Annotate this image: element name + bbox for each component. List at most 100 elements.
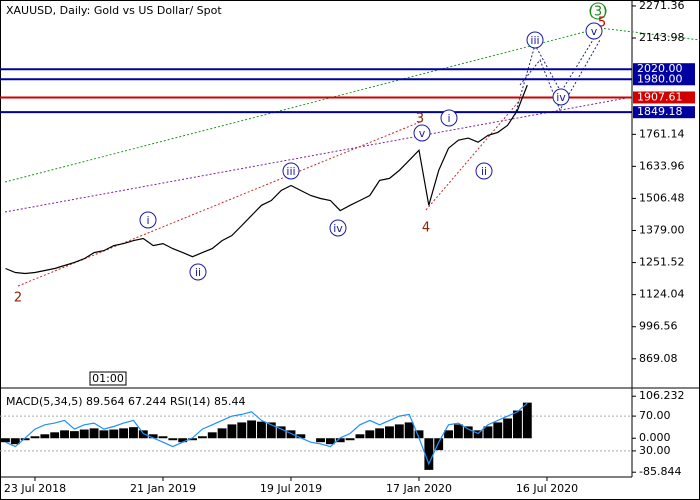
macd-bar (60, 430, 69, 439)
macd-bar (99, 430, 109, 439)
wave-label: iv (556, 91, 566, 104)
x-tick-label: 16 Jul 2020 (516, 482, 578, 495)
macd-bar (207, 432, 217, 439)
wave-circle (440, 109, 458, 127)
macd-bar (138, 430, 148, 439)
macd-bar (503, 418, 513, 439)
macd-bar (40, 434, 50, 439)
wave-circle (282, 162, 300, 180)
wave-circle (189, 263, 207, 281)
y2-tick-label: 70.00 (639, 409, 671, 422)
macd-bar (355, 434, 365, 439)
wave-label: 3 (416, 112, 424, 127)
wave-label: 4 (422, 221, 430, 236)
macd-bar (453, 424, 463, 439)
macd-bar (404, 422, 414, 439)
trend-line (425, 99, 521, 211)
level-box (633, 63, 695, 76)
y-tick-label: 1379.00 (639, 223, 685, 236)
macd-bar (394, 424, 404, 439)
wave-label: iv (333, 222, 343, 235)
macd-bar (50, 432, 60, 439)
macd-bar (463, 426, 473, 439)
macd-bar (79, 429, 89, 439)
macd-bar (197, 436, 207, 439)
y-tick-label: 1251.52 (639, 256, 685, 269)
macd-bar (1, 438, 10, 443)
cursor-box (89, 371, 127, 386)
y-tick-label: 106.232 (639, 389, 685, 402)
wave-label: v (419, 127, 426, 140)
wave-circle (589, 2, 607, 20)
macd-bar (227, 424, 237, 439)
macd-bar (188, 438, 197, 441)
wave-circle (552, 88, 570, 106)
level-box (633, 106, 695, 119)
macd-bar (10, 438, 20, 445)
macd-bar (345, 438, 355, 441)
macd-bar (434, 438, 444, 451)
wave-circle (139, 211, 157, 229)
wave-label: (3) (589, 5, 607, 20)
macd-bar (30, 436, 40, 439)
level-box (633, 73, 695, 86)
indicator-label: MACD(5,34,5) 89.564 67.244 RSI(14) 85.44 (6, 395, 245, 408)
macd-bar (296, 434, 306, 439)
chart-title: XAUUSD, Daily: Gold vs US Dollar/ Spot (6, 4, 222, 17)
price-line (5, 84, 528, 275)
macd-bar (217, 428, 227, 439)
macd-bar (414, 430, 424, 439)
wave-label: iii (530, 34, 539, 47)
macd-bar (20, 438, 30, 441)
cursor-label: 01:00 (92, 372, 124, 385)
y-tick-label: 2143.98 (639, 31, 685, 44)
level-label: 2020.00 (637, 62, 683, 75)
wave-circle (475, 162, 493, 180)
y-tick-label: 0.000 (639, 431, 671, 444)
macd-bar (129, 427, 138, 439)
macd-bar (89, 428, 99, 439)
x-tick-label: 17 Jan 2020 (386, 482, 452, 495)
y-tick-label: -85.844 (639, 465, 681, 478)
macd-bar (473, 430, 483, 439)
macd-bar (178, 438, 188, 443)
macd-bar (522, 402, 532, 439)
macd-bar (69, 431, 79, 439)
macd-bar (168, 438, 178, 441)
wave-label: 5 (598, 16, 606, 31)
price-line (5, 402, 528, 466)
wave-label: v (591, 25, 598, 38)
y2-tick-label: 30.00 (639, 444, 671, 457)
wave-label: ii (195, 266, 201, 279)
x-tick-label: 21 Jan 2019 (130, 482, 196, 495)
macd-bar (109, 429, 119, 439)
level-label: 1907.61 (637, 90, 683, 103)
wave-label: i (447, 112, 450, 125)
macd-bar (158, 436, 168, 439)
wave-label: i (146, 214, 149, 227)
wave-label: ii (481, 165, 487, 178)
macd-bar (493, 422, 503, 439)
macd-bar (444, 430, 453, 439)
macd-bar (286, 430, 296, 439)
x-tick-label: 23 Jul 2018 (4, 482, 66, 495)
macd-bar (483, 426, 493, 439)
macd-bar (335, 438, 345, 443)
wave-circle (413, 124, 431, 142)
macd-bar (385, 426, 394, 439)
macd-bar (148, 434, 158, 439)
y-tick-label: 1633.96 (639, 159, 685, 172)
macd-bar (316, 438, 325, 443)
y-tick-label: 869.08 (639, 352, 678, 365)
wave-circle (526, 31, 544, 49)
trend-line (599, 27, 700, 41)
macd-bar (237, 422, 247, 439)
macd-bar (276, 426, 286, 439)
wave-circle (585, 22, 603, 40)
y-tick-label: 1124.04 (639, 288, 685, 301)
wave-label: 2 (14, 291, 22, 306)
macd-bar (513, 410, 522, 439)
macd-bar (375, 428, 385, 439)
y-tick-label: 1506.48 (639, 191, 685, 204)
macd-bar (365, 430, 375, 439)
